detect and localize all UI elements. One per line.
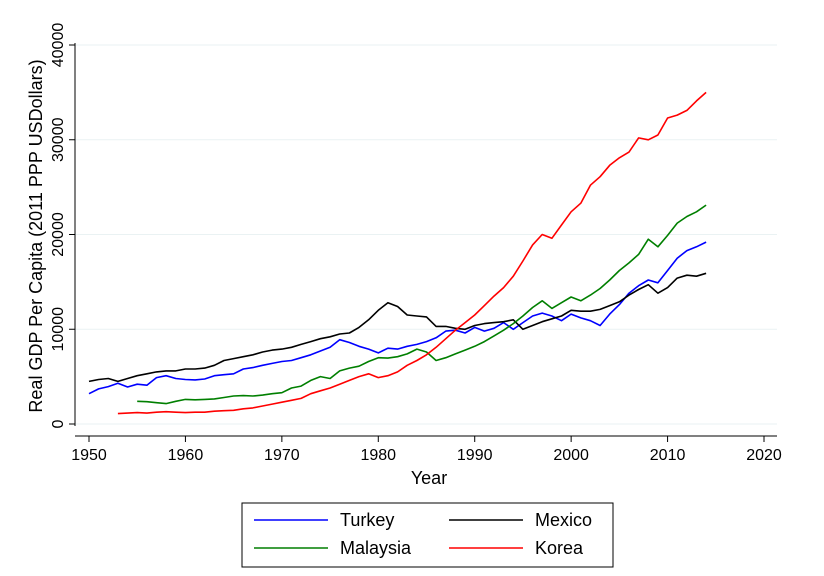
legend-box xyxy=(241,502,614,568)
legend-label-korea: Korea xyxy=(535,538,584,558)
y-axis-title: Real GDP Per Capita (2011 PPP USDollars) xyxy=(26,59,46,412)
x-tick-label: 1970 xyxy=(264,447,300,464)
x-tick-label: 2000 xyxy=(553,447,589,464)
legend-label-turkey: Turkey xyxy=(340,510,394,530)
y-axis: 0 10000 20000 30000 40000 xyxy=(50,23,76,428)
y-tick-label: 20000 xyxy=(50,212,67,257)
series-line-malaysia xyxy=(137,204,707,405)
y-tick-label: 30000 xyxy=(50,117,67,162)
y-tick-label: 0 xyxy=(50,419,67,428)
x-tick-label: 1990 xyxy=(457,447,493,464)
gridlines xyxy=(75,44,777,425)
y-tick-label: 40000 xyxy=(50,23,67,68)
legend: Turkey Mexico Malaysia Korea xyxy=(241,502,614,568)
x-tick-label: 2020 xyxy=(746,447,782,464)
x-tick-label: 1950 xyxy=(71,447,107,464)
x-axis-title: Year xyxy=(411,468,447,488)
series-line-turkey xyxy=(88,241,707,395)
x-axis: 1950 1960 1970 1980 1990 2000 2010 2020 xyxy=(71,435,782,464)
legend-label-malaysia: Malaysia xyxy=(340,538,412,558)
series-line-mexico xyxy=(88,272,707,383)
x-tick-label: 1980 xyxy=(360,447,396,464)
legend-label-mexico: Mexico xyxy=(535,510,592,530)
y-tick-label: 10000 xyxy=(50,307,67,352)
x-tick-label: 2010 xyxy=(650,447,686,464)
series-lines xyxy=(88,91,707,415)
series-line-korea xyxy=(117,91,707,415)
x-tick-label: 1960 xyxy=(168,447,204,464)
